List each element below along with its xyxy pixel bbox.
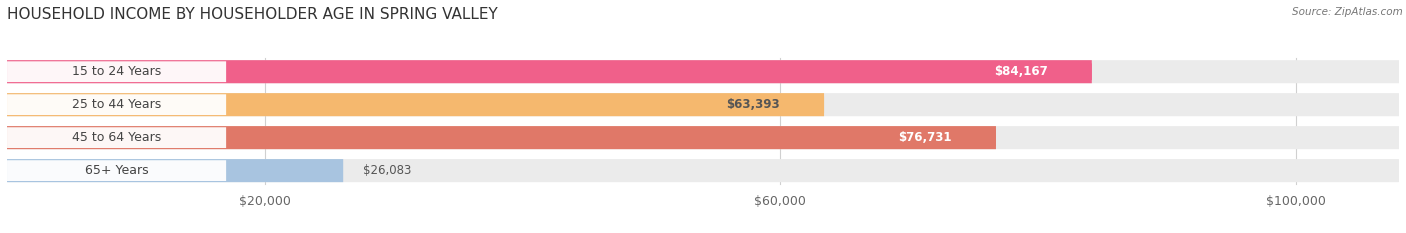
FancyBboxPatch shape	[7, 61, 226, 82]
FancyBboxPatch shape	[7, 94, 226, 115]
FancyBboxPatch shape	[7, 159, 343, 182]
Text: 15 to 24 Years: 15 to 24 Years	[72, 65, 162, 78]
FancyBboxPatch shape	[7, 160, 226, 181]
Text: 25 to 44 Years: 25 to 44 Years	[72, 98, 162, 111]
FancyBboxPatch shape	[7, 159, 1399, 182]
Text: Source: ZipAtlas.com: Source: ZipAtlas.com	[1292, 7, 1403, 17]
Text: 65+ Years: 65+ Years	[84, 164, 149, 177]
FancyBboxPatch shape	[7, 93, 1399, 116]
FancyBboxPatch shape	[7, 60, 1399, 83]
FancyBboxPatch shape	[855, 129, 995, 146]
Text: 45 to 64 Years: 45 to 64 Years	[72, 131, 162, 144]
Text: HOUSEHOLD INCOME BY HOUSEHOLDER AGE IN SPRING VALLEY: HOUSEHOLD INCOME BY HOUSEHOLDER AGE IN S…	[7, 7, 498, 22]
FancyBboxPatch shape	[950, 63, 1092, 80]
FancyBboxPatch shape	[7, 126, 995, 149]
FancyBboxPatch shape	[7, 126, 1399, 149]
Text: $84,167: $84,167	[994, 65, 1047, 78]
FancyBboxPatch shape	[682, 96, 824, 113]
FancyBboxPatch shape	[7, 127, 226, 148]
Text: $76,731: $76,731	[898, 131, 952, 144]
FancyBboxPatch shape	[7, 93, 824, 116]
Text: $26,083: $26,083	[363, 164, 411, 177]
Text: $63,393: $63,393	[727, 98, 780, 111]
FancyBboxPatch shape	[7, 60, 1092, 83]
